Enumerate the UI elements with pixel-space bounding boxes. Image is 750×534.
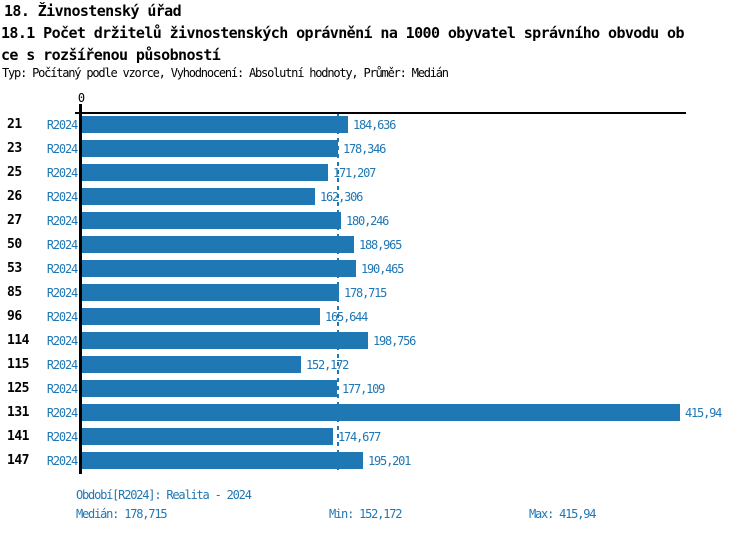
row-period-label: R2024 (46, 310, 78, 324)
bar-value-label: 171,207 (333, 166, 376, 180)
chart-subtitle-line2: ce s rozšířenou působností (1, 46, 221, 64)
x-axis-zero-tick-label: 0 (77, 91, 85, 105)
row-id-label: 21 (7, 117, 22, 132)
row-period-label: R2024 (46, 334, 78, 348)
bar (82, 404, 680, 421)
bar-value-label: 180,246 (346, 214, 389, 228)
row-period-label: R2024 (46, 430, 78, 444)
bar (82, 380, 337, 397)
bar (82, 188, 315, 205)
bar (82, 260, 356, 277)
bar-row: 141 R2024 174,677 (0, 425, 750, 449)
y-axis-line (79, 104, 82, 474)
period-legend: Období[R2024]: Realita - 2024 (76, 488, 252, 502)
x-axis-line (75, 112, 686, 114)
row-id-label: 23 (7, 141, 22, 156)
report-title: 18. Živnostenský úřad (4, 2, 182, 20)
row-id-label: 50 (7, 237, 22, 252)
bar-value-label: 165,644 (325, 310, 368, 324)
bar-row: 131 R2024 415,94 (0, 401, 750, 425)
bar-value-label: 415,94 (685, 406, 722, 420)
bar (82, 308, 320, 325)
bar (82, 356, 301, 373)
row-id-label: 25 (7, 165, 22, 180)
row-period-label: R2024 (46, 142, 78, 156)
row-period-label: R2024 (46, 238, 78, 252)
row-id-label: 141 (7, 429, 29, 444)
bar-value-label: 188,965 (359, 238, 402, 252)
bar (82, 428, 333, 445)
row-period-label: R2024 (46, 166, 78, 180)
bar-row: 50 R2024 188,965 (0, 233, 750, 257)
bar-value-label: 152,172 (306, 358, 349, 372)
row-id-label: 125 (7, 381, 29, 396)
bar-value-label: 195,201 (368, 454, 411, 468)
bar-row: 125 R2024 177,109 (0, 377, 750, 401)
bar (82, 452, 363, 469)
row-id-label: 114 (7, 333, 29, 348)
row-period-label: R2024 (46, 454, 78, 468)
row-period-label: R2024 (46, 382, 78, 396)
bar-row: 23 R2024 178,346 (0, 137, 750, 161)
bar-value-label: 178,715 (344, 286, 387, 300)
bar-row: 25 R2024 171,207 (0, 161, 750, 185)
bar-value-label: 162,306 (320, 190, 363, 204)
bar (82, 212, 341, 229)
bar-value-label: 174,677 (338, 430, 381, 444)
bar-row: 147 R2024 195,201 (0, 449, 750, 473)
row-id-label: 85 (7, 285, 22, 300)
bar-row: 21 R2024 184,636 (0, 113, 750, 137)
bar-value-label: 198,756 (373, 334, 416, 348)
row-id-label: 131 (7, 405, 29, 420)
median-stat: Medián: 178,715 (76, 507, 168, 521)
bar (82, 332, 368, 349)
chart-subtitle-line1: 18.1 Počet držitelů živnostenských opráv… (1, 24, 685, 42)
row-period-label: R2024 (46, 286, 78, 300)
bar-value-label: 177,109 (342, 382, 385, 396)
bar-row: 26 R2024 162,306 (0, 185, 750, 209)
bar-row: 114 R2024 198,756 (0, 329, 750, 353)
row-period-label: R2024 (46, 118, 78, 132)
bar (82, 236, 354, 253)
bar-row: 27 R2024 180,246 (0, 209, 750, 233)
min-stat: Min: 152,172 (329, 507, 403, 521)
row-period-label: R2024 (46, 358, 78, 372)
row-id-label: 53 (7, 261, 22, 276)
bar (82, 116, 348, 133)
row-period-label: R2024 (46, 214, 78, 228)
bar-row: 115 R2024 152,172 (0, 353, 750, 377)
bar (82, 140, 338, 157)
bar-value-label: 178,346 (343, 142, 386, 156)
bar-row: 53 R2024 190,465 (0, 257, 750, 281)
bar-row: 96 R2024 165,644 (0, 305, 750, 329)
row-id-label: 27 (7, 213, 22, 228)
bar-row: 85 R2024 178,715 (0, 281, 750, 305)
row-id-label: 115 (7, 357, 29, 372)
bar (82, 284, 339, 301)
bar (82, 164, 328, 181)
bar-value-label: 190,465 (361, 262, 404, 276)
max-stat: Max: 415,94 (529, 507, 596, 521)
row-id-label: 26 (7, 189, 22, 204)
row-period-label: R2024 (46, 406, 78, 420)
row-period-label: R2024 (46, 262, 78, 276)
row-id-label: 147 (7, 453, 29, 468)
row-period-label: R2024 (46, 190, 78, 204)
bar-value-label: 184,636 (353, 118, 396, 132)
chart-meta: Typ: Počítaný podle vzorce, Vyhodnocení:… (2, 66, 449, 80)
row-id-label: 96 (7, 309, 22, 324)
